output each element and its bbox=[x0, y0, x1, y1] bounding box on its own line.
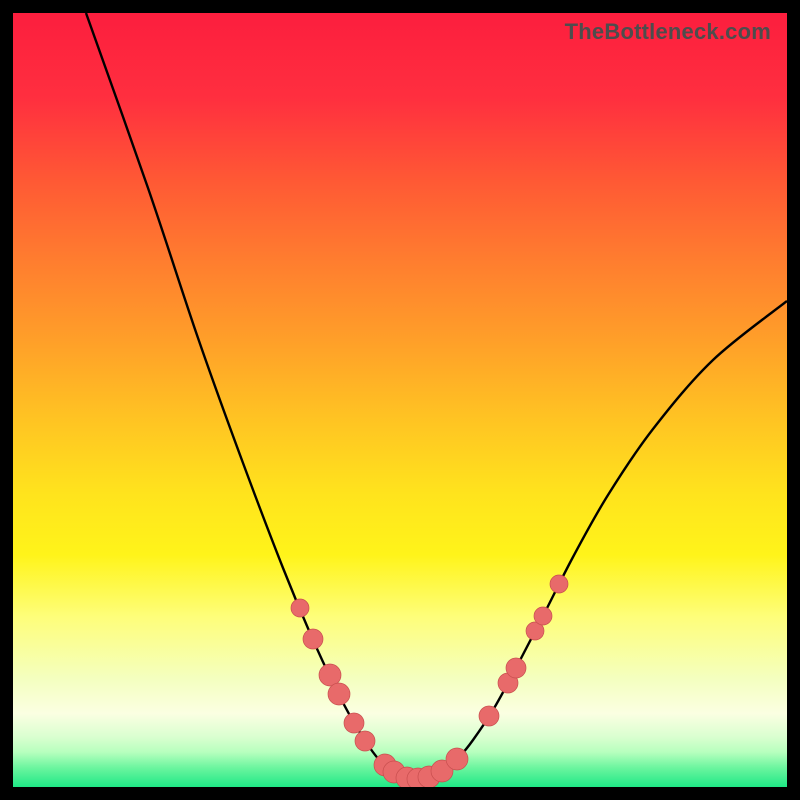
chart-canvas bbox=[13, 13, 787, 787]
curve-marker bbox=[355, 731, 375, 751]
curve-marker bbox=[303, 629, 323, 649]
curve-marker bbox=[344, 713, 364, 733]
curve-marker bbox=[328, 683, 350, 705]
watermark-text: TheBottleneck.com bbox=[565, 19, 771, 45]
curve-marker bbox=[506, 658, 526, 678]
chart-frame: TheBottleneck.com bbox=[0, 0, 800, 800]
curve-marker bbox=[479, 706, 499, 726]
gradient-background bbox=[13, 13, 787, 787]
curve-marker bbox=[319, 664, 341, 686]
curve-marker bbox=[534, 607, 552, 625]
curve-marker bbox=[550, 575, 568, 593]
curve-marker bbox=[291, 599, 309, 617]
curve-marker bbox=[446, 748, 468, 770]
